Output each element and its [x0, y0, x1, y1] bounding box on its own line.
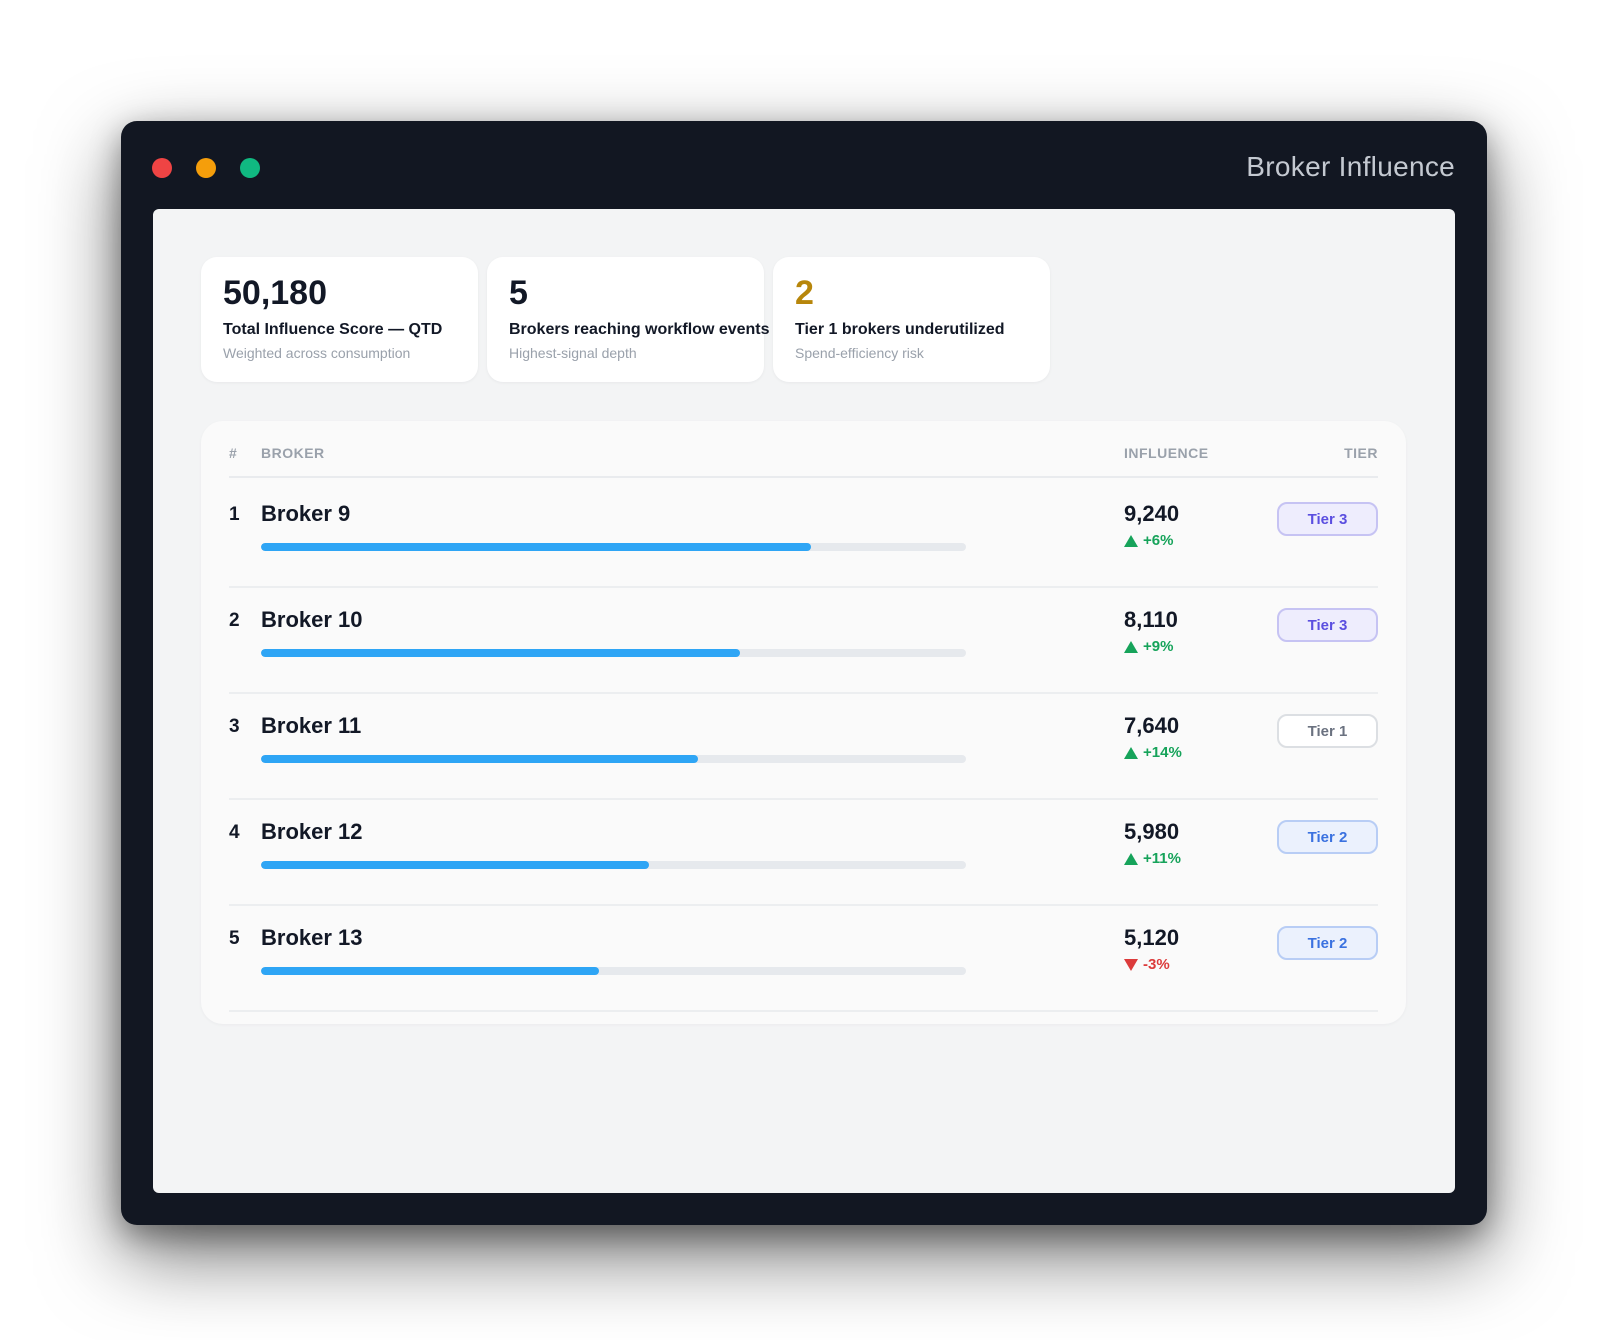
- column-header-broker[interactable]: BROKER: [261, 445, 325, 461]
- table-row[interactable]: 5 Broker 13 5,120 -3% Tier 2: [229, 904, 1378, 1012]
- kpi-card-underutilized: 2 Tier 1 brokers underutilized Spend-eff…: [773, 257, 1050, 382]
- kpi-subtitle: Weighted across consumption: [223, 345, 411, 361]
- table-row[interactable]: 3 Broker 11 7,640 +14% Tier 1: [229, 692, 1378, 800]
- row-rank: 4: [229, 822, 240, 843]
- influence-value: 9,240: [1124, 501, 1180, 526]
- delta-text: +11%: [1143, 850, 1181, 867]
- influence-value: 7,640: [1124, 713, 1180, 738]
- column-header-influence[interactable]: INFLUENCE: [1124, 445, 1209, 461]
- kpi-label: Total Influence Score — QTD: [223, 321, 443, 338]
- table-header: # BROKER INFLUENCE TIER: [229, 421, 1378, 478]
- trend-up-icon: [1124, 534, 1138, 547]
- tier-badge[interactable]: Tier 3: [1277, 502, 1378, 536]
- influence-delta: +11%: [1124, 850, 1181, 867]
- trend-up-icon: [1124, 640, 1138, 653]
- maximize-window-button[interactable]: [240, 158, 260, 178]
- app-window: Broker Influence 50,180 Total Influence …: [121, 121, 1487, 1225]
- influence-bar-fill: [261, 755, 699, 763]
- influence-bar-fill: [261, 861, 649, 869]
- delta-text: -3%: [1143, 956, 1170, 973]
- kpi-label: Brokers reaching workflow events: [509, 321, 770, 338]
- kpi-label: Tier 1 brokers underutilized: [795, 321, 1005, 338]
- influence-bar: [261, 649, 966, 657]
- delta-text: +9%: [1143, 638, 1174, 655]
- influence-delta: -3%: [1124, 956, 1170, 973]
- influence-value: 5,980: [1124, 819, 1180, 844]
- column-header-rank: #: [229, 445, 238, 461]
- kpi-card-workflow-events: 5 Brokers reaching workflow events Highe…: [487, 257, 770, 382]
- trend-up-icon: [1124, 852, 1138, 865]
- row-rank: 1: [229, 504, 240, 525]
- influence-value: 8,110: [1124, 607, 1178, 632]
- title-bar: Broker Influence: [121, 121, 1487, 208]
- row-rank: 5: [229, 928, 240, 949]
- table-row[interactable]: 4 Broker 12 5,980 +11% Tier 2: [229, 798, 1378, 906]
- tier-badge[interactable]: Tier 1: [1277, 714, 1378, 748]
- kpi-value: 5: [509, 274, 528, 312]
- influence-delta: +14%: [1124, 744, 1182, 761]
- kpi-value: 50,180: [223, 274, 327, 312]
- delta-text: +6%: [1143, 532, 1174, 549]
- trend-down-icon: [1124, 958, 1138, 971]
- influence-bar: [261, 861, 966, 869]
- tier-badge[interactable]: Tier 3: [1277, 608, 1378, 642]
- tier-badge[interactable]: Tier 2: [1277, 820, 1378, 854]
- kpi-value: 2: [795, 274, 814, 312]
- broker-name: Broker 9: [261, 501, 351, 526]
- influence-bar-fill: [261, 649, 741, 657]
- influence-bar-fill: [261, 543, 811, 551]
- influence-bar: [261, 967, 966, 975]
- minimize-window-button[interactable]: [196, 158, 216, 178]
- table-row[interactable]: 1 Broker 9 9,240 +6% Tier 3: [229, 480, 1378, 588]
- trend-up-icon: [1124, 746, 1138, 759]
- kpi-card-total-influence: 50,180 Total Influence Score — QTD Weigh…: [201, 257, 478, 382]
- influence-bar: [261, 543, 966, 551]
- table-row[interactable]: 2 Broker 10 8,110 +9% Tier 3: [229, 586, 1378, 694]
- broker-table: # BROKER INFLUENCE TIER 1 Broker 9 9,240…: [201, 421, 1406, 1024]
- influence-bar: [261, 755, 966, 763]
- broker-name: Broker 12: [261, 819, 363, 844]
- broker-name: Broker 10: [261, 607, 363, 632]
- row-rank: 3: [229, 716, 240, 737]
- row-rank: 2: [229, 610, 240, 631]
- window-title: Broker Influence: [1246, 151, 1455, 182]
- influence-delta: +9%: [1124, 638, 1173, 655]
- column-header-tier[interactable]: TIER: [1344, 445, 1378, 461]
- influence-bar-fill: [261, 967, 600, 975]
- influence-value: 5,120: [1124, 925, 1180, 950]
- kpi-subtitle: Spend-efficiency risk: [795, 345, 924, 361]
- dashboard-content: 50,180 Total Influence Score — QTD Weigh…: [153, 209, 1455, 1193]
- close-window-button[interactable]: [152, 158, 172, 178]
- broker-name: Broker 11: [261, 713, 362, 738]
- delta-text: +14%: [1143, 744, 1182, 761]
- broker-name: Broker 13: [261, 925, 363, 950]
- kpi-subtitle: Highest-signal depth: [509, 345, 637, 361]
- influence-delta: +6%: [1124, 532, 1173, 549]
- tier-badge[interactable]: Tier 2: [1277, 926, 1378, 960]
